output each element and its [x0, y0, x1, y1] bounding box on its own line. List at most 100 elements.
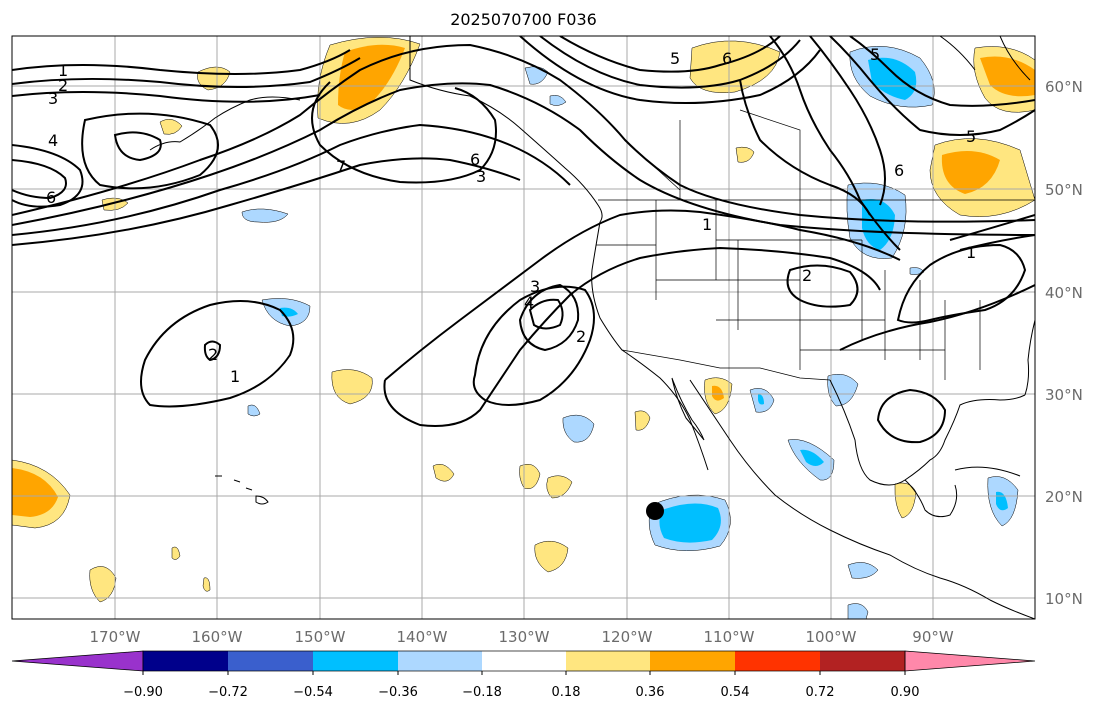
anomaly-lightblue [847, 562, 879, 579]
contour-label: 4 [48, 131, 58, 150]
anomaly-cyan [868, 57, 917, 100]
anomaly-yellow [546, 475, 573, 499]
latitude-labels: 60°N 50°N 40°N 30°N 20°N 10°N [1045, 78, 1083, 608]
colorbar-frame [142, 650, 906, 672]
coastline-yucatan [904, 479, 958, 518]
contour-label: 4 [524, 293, 534, 312]
contour-lines [12, 36, 1035, 444]
contour-label-group: 1 2 3 4 6 1 2 3 4 5 6 7 1 2 1 2 3 5 6 5 … [46, 45, 976, 386]
anomaly-yellow [89, 566, 117, 603]
anomaly-yellow [735, 146, 755, 163]
anomaly-lightblue [247, 404, 261, 417]
lat-label: 30°N [1045, 386, 1083, 404]
anomaly-yellow [894, 482, 917, 519]
contour-label: 6 [894, 161, 904, 180]
colorbar-bin [735, 651, 820, 671]
lon-label: 140°W [397, 628, 448, 646]
contour-label: 6 [46, 188, 56, 207]
colorbar-label: −0.72 [208, 685, 248, 700]
location-marker [646, 502, 664, 520]
coastline-baja [671, 377, 705, 441]
colorbar-bin [566, 651, 650, 671]
anomaly-yellow [689, 40, 781, 93]
anomaly-lightblue [847, 603, 869, 619]
colorbar-extend-high [904, 650, 1036, 672]
colorbar-label: −0.36 [378, 685, 418, 700]
colorbar-label: 0.18 [552, 685, 581, 700]
contour-label: 5 [670, 49, 680, 68]
anomaly-yellow [519, 464, 541, 489]
lon-label: 120°W [602, 628, 653, 646]
contour-label: 5 [870, 45, 880, 64]
coastline-hawaii [215, 475, 269, 505]
anomaly-cyan [800, 449, 824, 466]
anomaly-lightblue [562, 414, 595, 443]
contour-label: 6 [470, 150, 480, 169]
anomaly-yellow [432, 464, 455, 482]
colorbar-label: −0.18 [462, 685, 502, 700]
shaded-anomalies [12, 37, 1035, 619]
contour-label: 7 [336, 157, 346, 176]
contour-label: 2 [802, 266, 812, 285]
anomaly-cyan [758, 394, 764, 405]
coastline-gulf [829, 379, 1026, 486]
anomaly-orange [712, 385, 724, 401]
lon-label: 170°W [90, 628, 141, 646]
lat-label: 10°N [1045, 590, 1083, 608]
contour-label: 3 [48, 89, 58, 108]
anomaly-lightblue [549, 95, 567, 106]
contour-label: 1 [966, 243, 976, 262]
anomaly-yellow [534, 540, 569, 573]
colorbar: −0.90 −0.72 −0.54 −0.36 −0.18 0.18 0.36 … [11, 650, 1036, 700]
coastline-alaska [409, 36, 603, 223]
map-title: 2025070700 F036 [450, 10, 597, 29]
colorbar-bin [820, 651, 905, 671]
colorbar-bin [228, 651, 313, 671]
anomaly-yellow [159, 119, 183, 135]
anomaly-yellow [171, 546, 181, 560]
anomaly-yellow [634, 410, 651, 431]
longitude-labels: 170°W 160°W 150°W 140°W 130°W 120°W 110°… [90, 628, 954, 646]
colorbar-label: −0.54 [293, 685, 333, 700]
coastline-cuba [954, 466, 1021, 477]
colorbar-bin [143, 651, 228, 671]
lon-label: 90°W [912, 628, 954, 646]
coastline-mexico [689, 379, 1035, 619]
contour-label: 2 [576, 327, 586, 346]
contour-label: 2 [58, 76, 68, 95]
anomaly-cyan [659, 503, 721, 543]
political-borders [596, 109, 1035, 381]
contour-label: 2 [208, 345, 218, 364]
coastline-us-east [1024, 319, 1035, 396]
lon-label: 150°W [295, 628, 346, 646]
colorbar-label: 0.90 [891, 685, 920, 700]
colorbar-extend-low [11, 650, 144, 672]
coastline-aleutians [149, 96, 301, 151]
contour-label: 1 [702, 215, 712, 234]
colorbar-label: 0.72 [806, 685, 835, 700]
contour-label: 3 [476, 167, 486, 186]
lon-label: 130°W [499, 628, 550, 646]
contour-label: 5 [966, 127, 976, 146]
contour-label: 1 [58, 61, 68, 80]
contour-label: 3 [530, 277, 540, 296]
anomaly-orange [941, 151, 1000, 194]
coastline-northeast [939, 36, 1031, 81]
lon-label: 160°W [192, 628, 243, 646]
lon-label: 110°W [704, 628, 755, 646]
lat-label: 40°N [1045, 284, 1083, 302]
lat-label: 20°N [1045, 488, 1083, 506]
anomaly-yellow [202, 577, 211, 592]
anomaly-lightblue [241, 208, 289, 223]
anomaly-orange [12, 468, 58, 517]
colorbar-ticks [142, 671, 906, 675]
gridlines [12, 36, 1035, 619]
lon-label: 100°W [806, 628, 857, 646]
contour-label: 1 [230, 367, 240, 386]
colorbar-bin [313, 651, 398, 671]
plot-frame [11, 35, 1036, 620]
colorbar-label: 0.36 [636, 685, 665, 700]
colorbar-label: −0.90 [123, 685, 163, 700]
lat-label: 50°N [1045, 181, 1083, 199]
